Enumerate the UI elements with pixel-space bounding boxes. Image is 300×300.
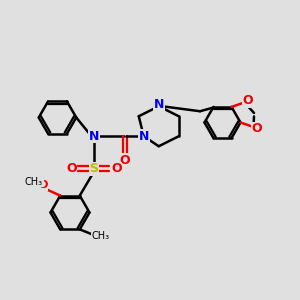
Text: CH₃: CH₃ — [25, 177, 43, 187]
Text: S: S — [89, 162, 98, 175]
Text: O: O — [111, 162, 122, 175]
Text: N: N — [139, 130, 149, 143]
Text: O: O — [39, 180, 48, 190]
Text: O: O — [120, 154, 130, 166]
Text: CH₃: CH₃ — [91, 231, 109, 242]
Text: O: O — [251, 122, 262, 136]
Text: N: N — [88, 130, 99, 143]
Text: O: O — [242, 94, 253, 107]
Text: N: N — [154, 98, 164, 112]
Text: O: O — [66, 162, 76, 175]
